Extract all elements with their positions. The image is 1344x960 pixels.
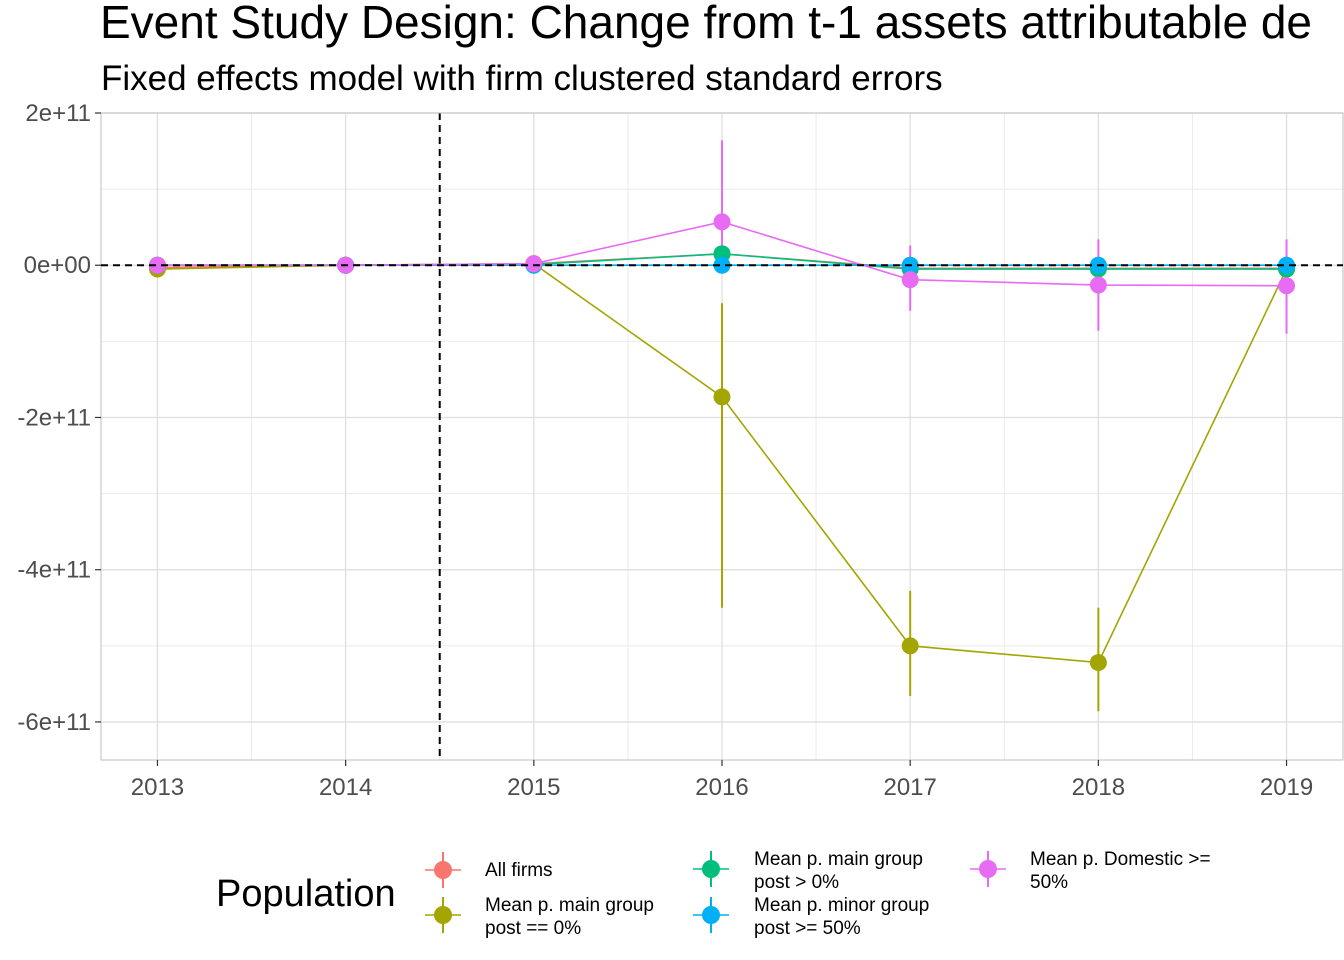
y-tick-label: -2e+11	[17, 404, 91, 431]
x-tick-label: 2018	[1072, 774, 1125, 801]
data-point-4	[525, 255, 543, 273]
y-tick-label: 2e+11	[25, 100, 91, 127]
data-point-1	[1089, 654, 1107, 672]
x-tick-label: 2019	[1260, 774, 1313, 801]
data-point-3	[713, 256, 731, 274]
legend-label: post > 0%	[754, 872, 839, 893]
x-tick-label: 2017	[883, 774, 936, 801]
series-layer	[101, 140, 1343, 712]
legend-key-point	[979, 860, 997, 878]
y-tick-label: -6e+11	[17, 709, 91, 736]
data-point-4	[148, 256, 166, 274]
chart-subtitle: Fixed effects model with firm clustered …	[101, 59, 943, 98]
x-tick-label: 2016	[695, 774, 748, 801]
legend-label: Mean p. main group	[485, 895, 654, 916]
data-point-4	[901, 271, 919, 289]
axes: 2e+11 0e+00 -2e+11 -4e+11 -6e+11 2013 2014 2015…	[17, 100, 1344, 801]
x-tick-label: 2015	[507, 774, 560, 801]
legend-key-point	[434, 906, 452, 924]
legend-label: Mean p. main group	[754, 849, 923, 870]
legend-label: Mean p. minor group	[754, 895, 929, 916]
x-tick-label: 2013	[131, 774, 184, 801]
chart-title: Event Study Design: Change from t-1 asse…	[100, 0, 1312, 48]
legend-key-point	[434, 861, 452, 879]
legend-label: All firms	[485, 860, 553, 881]
legend-label: Mean p. Domestic >=	[1030, 849, 1211, 870]
legend-label: post >= 50%	[754, 918, 861, 939]
legend-key-point	[702, 860, 720, 878]
data-point-4	[1278, 277, 1296, 295]
y-tick-label: 0e+00	[24, 252, 91, 279]
legend-title: Population	[216, 873, 396, 915]
legend-label: post == 0%	[485, 918, 581, 939]
data-point-1	[901, 637, 919, 655]
data-point-4	[713, 213, 731, 231]
y-tick-label: -4e+11	[17, 557, 91, 584]
legend-label: 50%	[1030, 872, 1068, 893]
legend-key-point	[702, 906, 720, 924]
data-point-1	[713, 388, 731, 406]
data-point-3	[1278, 256, 1296, 274]
data-point-4	[1089, 276, 1107, 294]
x-tick-label: 2014	[319, 774, 372, 801]
